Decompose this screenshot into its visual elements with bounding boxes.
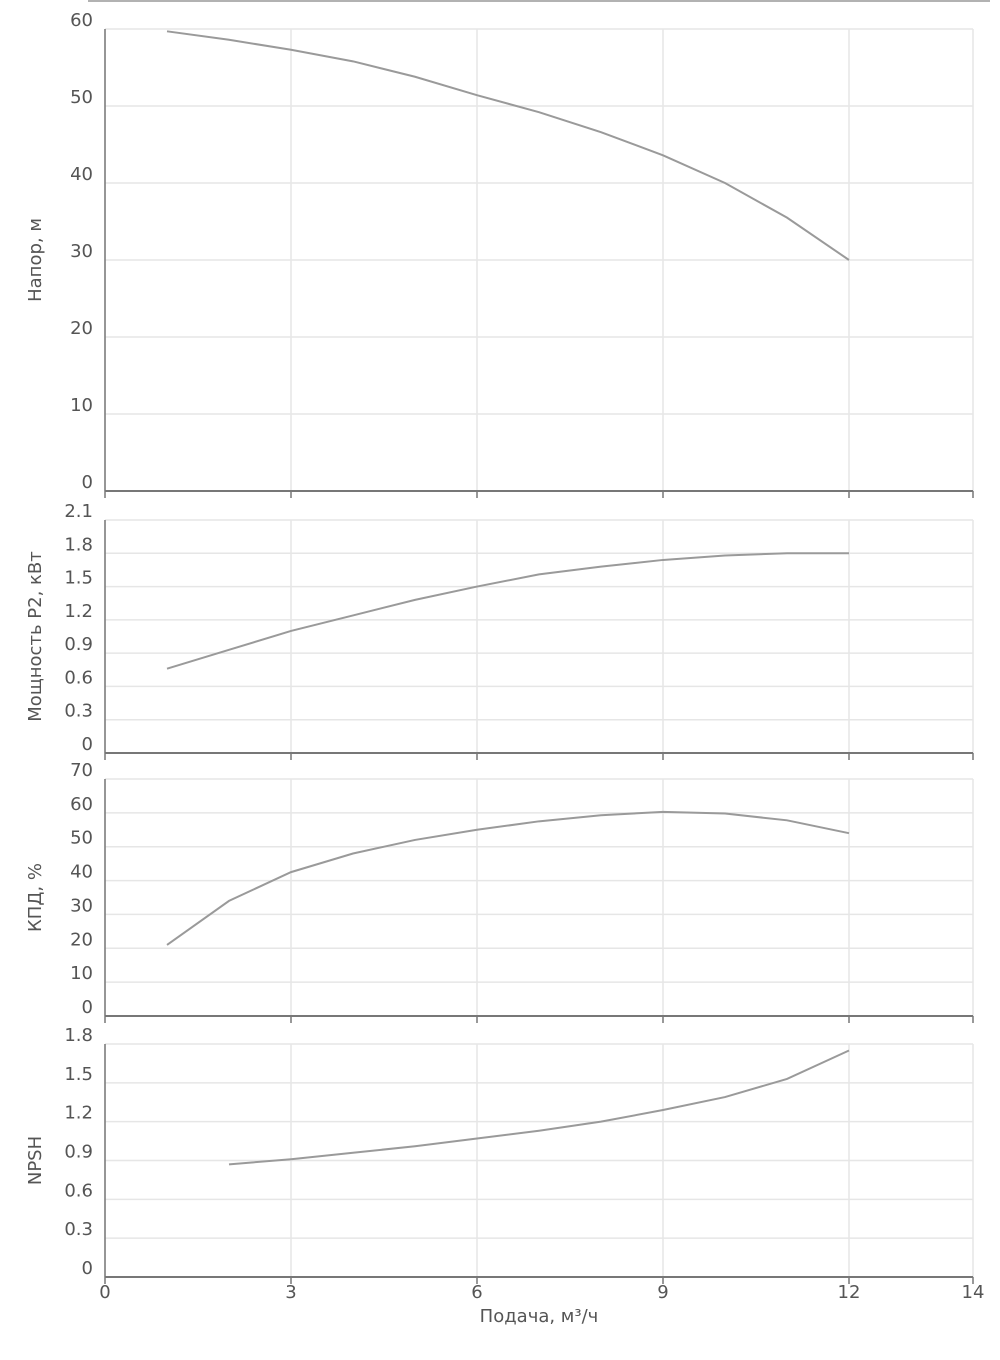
y-tick-label: 0 <box>82 734 93 755</box>
curve <box>166 810 850 946</box>
y-tick-label: 40 <box>70 164 93 185</box>
y-tick-label: 10 <box>70 395 93 416</box>
y-tick-label: 20 <box>70 318 93 339</box>
y-tick-label: 30 <box>70 895 93 916</box>
x-tick-label: 9 <box>657 1282 668 1303</box>
y-tick-label: 1.2 <box>64 1103 93 1124</box>
x-tick-label: 6 <box>471 1282 482 1303</box>
y-tick-label: 0 <box>82 472 93 493</box>
y-tick-label: 0.3 <box>64 701 93 722</box>
y-tick-label: 0.9 <box>64 634 93 655</box>
y-tick-label: 30 <box>70 241 93 262</box>
y-tick-label: 1.8 <box>64 1025 93 1046</box>
curve <box>166 552 849 670</box>
y-tick-label: 0.6 <box>64 667 93 688</box>
y-tick-label: 50 <box>70 828 93 849</box>
x-tick-label: 0 <box>99 1282 110 1303</box>
y-tick-label: 1.8 <box>64 534 93 555</box>
y-tick-label: 2.1 <box>64 501 93 522</box>
y-axis-label: КПД, % <box>25 863 46 932</box>
y-tick-label: 50 <box>70 87 93 108</box>
y-tick-label: 1.5 <box>64 1064 93 1085</box>
y-tick-label: 0.9 <box>64 1142 93 1163</box>
y-tick-label: 60 <box>70 794 93 815</box>
x-tick-label: 14 <box>962 1282 985 1303</box>
y-axis-label: Мощность P2, кВт <box>25 551 46 721</box>
y-tick-label: 0 <box>82 1258 93 1279</box>
y-tick-label: 10 <box>70 963 93 984</box>
x-tick-label: 3 <box>285 1282 296 1303</box>
y-tick-label: 40 <box>70 862 93 883</box>
curve <box>228 1049 850 1166</box>
y-tick-label: 0 <box>82 997 93 1018</box>
y-tick-label: 1.5 <box>64 568 93 589</box>
y-axis-label: Напор, м <box>25 218 46 302</box>
y-axis-label: NPSH <box>25 1136 46 1185</box>
y-tick-label: 60 <box>70 10 93 31</box>
y-tick-label: 70 <box>70 760 93 781</box>
y-tick-label: 0.3 <box>64 1219 93 1240</box>
x-axis-label: Подача, м³/ч <box>480 1306 599 1327</box>
y-tick-label: 0.6 <box>64 1180 93 1201</box>
y-tick-label: 1.2 <box>64 601 93 622</box>
curve <box>166 30 850 261</box>
y-tick-label: 20 <box>70 929 93 950</box>
x-tick-label: 12 <box>838 1282 861 1303</box>
